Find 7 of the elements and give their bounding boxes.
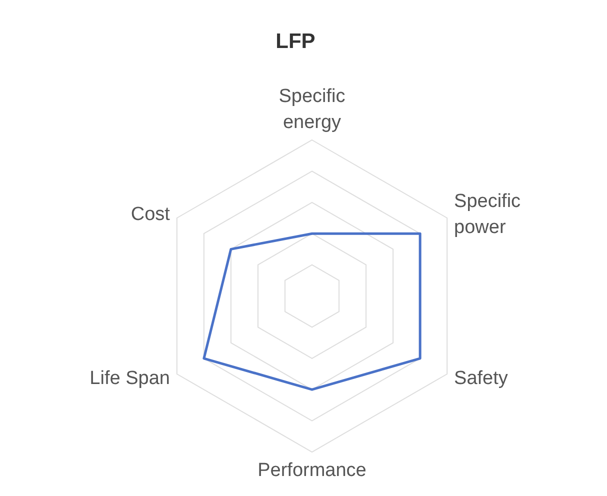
spoke-label: Safety (454, 368, 508, 389)
spoke-label: Specific power (454, 191, 521, 238)
spoke-label: Life Span (90, 368, 170, 389)
spoke-label: Performance (258, 460, 366, 481)
spoke-label: Specific energy (278, 86, 346, 133)
chart-title: LFP (274, 30, 316, 54)
spoke-label: Cost (130, 204, 171, 225)
